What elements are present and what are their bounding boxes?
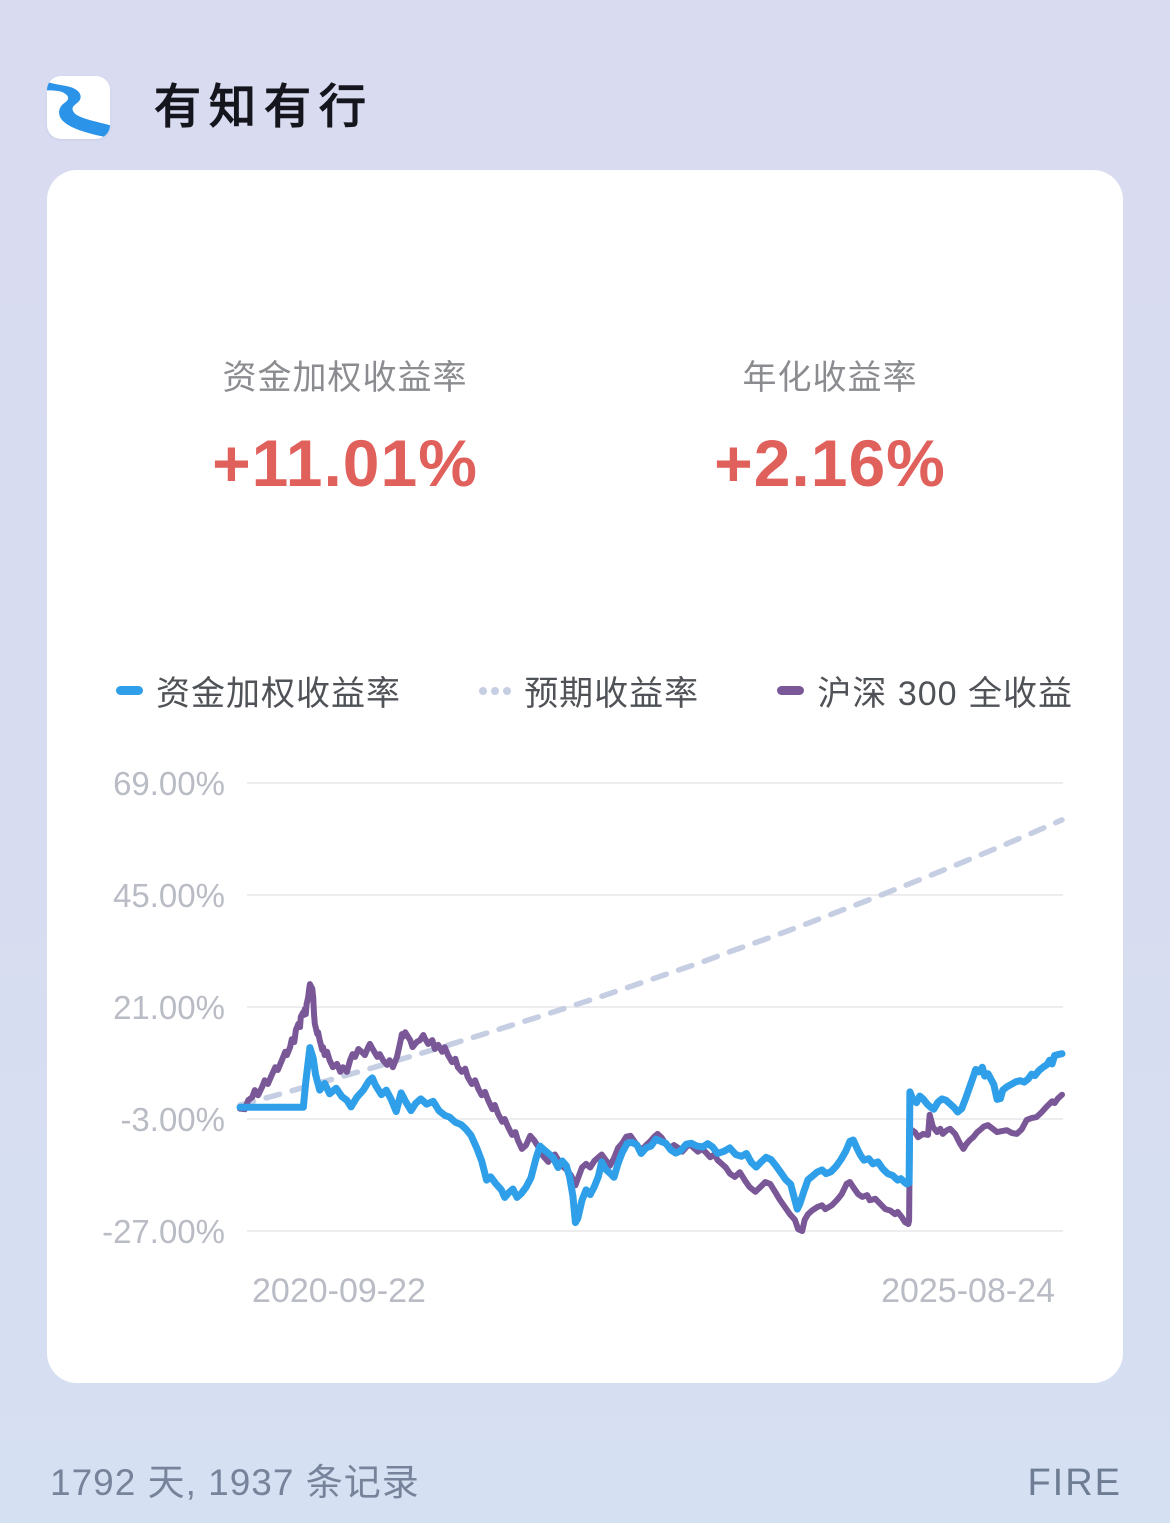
legend-item-money-weighted: 资金加权收益率: [116, 666, 401, 715]
legend-label: 沪深 300 全收益: [817, 675, 1073, 713]
app-logo: [47, 76, 110, 139]
report-card: 资金加权收益率 +11.01% 年化收益率 +2.16% 资金加权收益率 预期收…: [47, 170, 1123, 1383]
series-line-预期收益率: [237, 817, 1065, 1108]
blue-line-marker-icon: [116, 686, 143, 695]
river-logo-icon: [47, 81, 110, 139]
x-axis-end-label: 2025-08-24: [881, 1272, 1055, 1310]
y-axis-tick-label: 21.00%: [113, 989, 225, 1026]
stat-label: 年化收益率: [742, 359, 918, 397]
chart-legend: 资金加权收益率 预期收益率 沪深 300 全收益: [47, 666, 1123, 715]
stat-value: +11.01%: [212, 426, 478, 500]
stat-money-weighted-return: 资金加权收益率 +11.01%: [135, 350, 555, 501]
y-axis-tick-label: 69.00%: [113, 765, 225, 802]
purple-line-marker-icon: [777, 686, 805, 695]
page-title: 有知有行: [154, 80, 374, 135]
series-line-沪深 300 全收益: [237, 981, 1065, 1234]
y-axis-tick-label: -27.00%: [102, 1213, 225, 1250]
stat-label: 资金加权收益率: [222, 359, 468, 397]
legend-item-csi300: 沪深 300 全收益: [777, 666, 1073, 715]
legend-label: 预期收益率: [524, 675, 700, 713]
legend-label: 资金加权收益率: [156, 675, 401, 713]
y-axis-tick-label: 45.00%: [113, 877, 225, 914]
dotted-line-marker-icon: [479, 686, 512, 695]
stat-value: +2.16%: [714, 426, 946, 500]
page-footer: 1792 天, 1937 条记录 FIRE: [50, 1452, 1122, 1506]
y-axis-tick-label: -3.00%: [120, 1101, 225, 1138]
returns-line-chart: 69.00% 45.00% 21.00% -3.00% -27.00% 2020-09-2…: [102, 765, 1066, 1310]
series-line-资金加权收益率: [236, 1044, 1066, 1227]
stat-annualized-return: 年化收益率 +2.16%: [620, 350, 1040, 501]
app-header: 有知有行: [47, 76, 374, 139]
fire-tag: FIRE: [1027, 1462, 1122, 1504]
legend-item-expected-return: 预期收益率: [479, 666, 699, 715]
record-count-text: 1792 天, 1937 条记录: [50, 1462, 420, 1503]
x-axis-start-label: 2020-09-22: [252, 1272, 426, 1310]
